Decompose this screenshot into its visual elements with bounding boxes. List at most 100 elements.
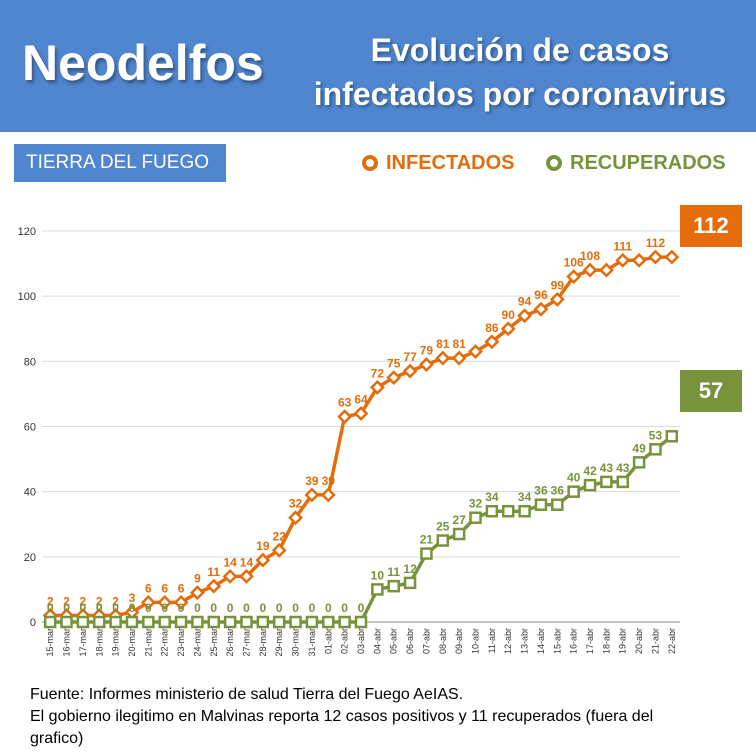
y-tick-label: 20 (24, 552, 36, 564)
recovered-point-marker (256, 615, 270, 629)
x-tick-label: 22-abr (667, 628, 677, 654)
x-tick-label: 15-abr (552, 628, 562, 654)
x-tick-label: 18-abr (601, 628, 611, 654)
recovered-point-marker (142, 615, 155, 629)
x-tick-label: 23-mar (176, 628, 186, 657)
infected-data-label: 6 (145, 581, 152, 595)
recovered-data-label: 21 (420, 533, 434, 547)
recovered-point-marker (632, 456, 646, 469)
x-tick-label: 16-abr (569, 628, 579, 654)
recovered-point-marker (354, 615, 368, 629)
x-tick-label: 28-mar (258, 628, 268, 657)
recovered-point-marker (371, 583, 384, 596)
recovered-point-marker (93, 615, 106, 629)
infected-data-label: 90 (502, 308, 516, 322)
infected-point-marker (598, 262, 614, 278)
infected-point-marker (140, 595, 156, 610)
x-tick-label: 22-mar (160, 628, 170, 657)
recovered-data-label: 0 (47, 601, 54, 615)
infected-data-label: 32 (289, 497, 303, 511)
recovered-data-label: 32 (469, 497, 483, 511)
infected-data-label: 6 (161, 581, 168, 595)
infected-point-marker (566, 269, 582, 285)
recovered-point-marker (240, 615, 253, 629)
infected-data-label: 6 (178, 581, 185, 595)
infected-data-label: 86 (485, 321, 499, 335)
recovered-data-label: 10 (371, 568, 385, 582)
recovered-point-marker (534, 498, 548, 511)
y-tick-label: 100 (18, 291, 36, 303)
recovered-data-label: 0 (129, 601, 136, 615)
infected-data-label: 99 (551, 278, 565, 292)
infected-data-label: 22 (273, 529, 287, 543)
recovered-data-label: 0 (325, 601, 332, 615)
infected-point-marker (222, 568, 238, 584)
infected-point-marker (173, 595, 189, 610)
recovered-point-marker (289, 615, 302, 629)
legend-infected: INFECTADOS (362, 148, 515, 178)
recovered-data-label: 34 (485, 490, 499, 504)
recovered-point-marker (469, 511, 482, 524)
x-tick-label: 10-abr (471, 628, 481, 654)
x-tick-label: 11-abr (487, 628, 497, 653)
infected-data-label: 3 (129, 591, 136, 605)
x-tick-label: 20-abr (634, 628, 644, 654)
recovered-point-marker (191, 615, 204, 629)
region-label: TIERRA DEL FUEGO (14, 144, 226, 182)
recovered-point-marker (485, 504, 499, 518)
infected-data-label: 106 (564, 256, 584, 270)
x-tick-label: 13-abr (520, 628, 530, 654)
recovered-data-label: 42 (583, 464, 597, 478)
circle-marker-icon (546, 155, 562, 171)
recovered-point-marker (43, 615, 57, 629)
infected-point-marker (386, 370, 402, 386)
infected-point-marker (517, 308, 533, 324)
infected-point-marker (648, 249, 663, 265)
x-tick-label: 21-mar (143, 628, 153, 657)
x-tick-label: 06-abr (405, 628, 415, 654)
y-tick-label: 40 (24, 487, 36, 499)
infected-data-label: 39 (305, 474, 319, 488)
infected-point-marker (664, 249, 680, 265)
x-tick-label: 01-abr (323, 628, 333, 654)
recovered-point-marker (420, 547, 433, 560)
recovered-point-marker (518, 504, 531, 518)
infected-point-marker (435, 350, 451, 366)
recovered-series-line (50, 434, 673, 624)
y-tick-label: 120 (18, 226, 36, 238)
infected-point-marker (124, 604, 140, 620)
recovered-point-marker (174, 615, 188, 629)
recovered-point-marker (158, 615, 171, 629)
recovered-point-marker (665, 430, 679, 443)
x-tick-label: 07-abr (421, 628, 431, 654)
recovered-point-marker (583, 478, 597, 492)
x-tick-label: 09-abr (454, 628, 464, 654)
infected-data-label: 96 (534, 288, 548, 302)
header-banner: Neodelfos Evolución de casos infectados … (0, 0, 756, 132)
recovered-point-marker (387, 579, 400, 593)
x-tick-label: 12-abr (503, 628, 513, 654)
infected-point-marker (419, 357, 434, 373)
recovered-point-marker (649, 443, 662, 456)
x-tick-label: 27-mar (241, 628, 251, 657)
infected-point-marker (615, 252, 631, 268)
recovered-data-label: 53 (649, 428, 663, 442)
recovered-data-label: 0 (243, 601, 250, 615)
recovered-data-label: 27 (452, 513, 466, 527)
infected-point-marker (468, 344, 483, 359)
x-tick-label: 17-mar (78, 628, 88, 657)
infected-point-marker (288, 510, 303, 526)
infected-data-label: 75 (387, 357, 401, 371)
footnote-line-1: Fuente: Informes ministerio de salud Tie… (30, 686, 464, 703)
infected-data-label: 39 (322, 474, 336, 488)
recovered-data-label: 0 (358, 601, 365, 615)
infected-point-marker (189, 585, 205, 601)
infected-data-label: 112 (646, 236, 666, 250)
recovered-point-marker (305, 615, 319, 629)
infected-data-label: 81 (436, 337, 450, 351)
infected-data-label: 111 (613, 239, 632, 253)
infected-data-label: 77 (403, 350, 417, 364)
recovered-data-label: 0 (63, 601, 70, 615)
infected-data-label: 2 (96, 594, 103, 608)
